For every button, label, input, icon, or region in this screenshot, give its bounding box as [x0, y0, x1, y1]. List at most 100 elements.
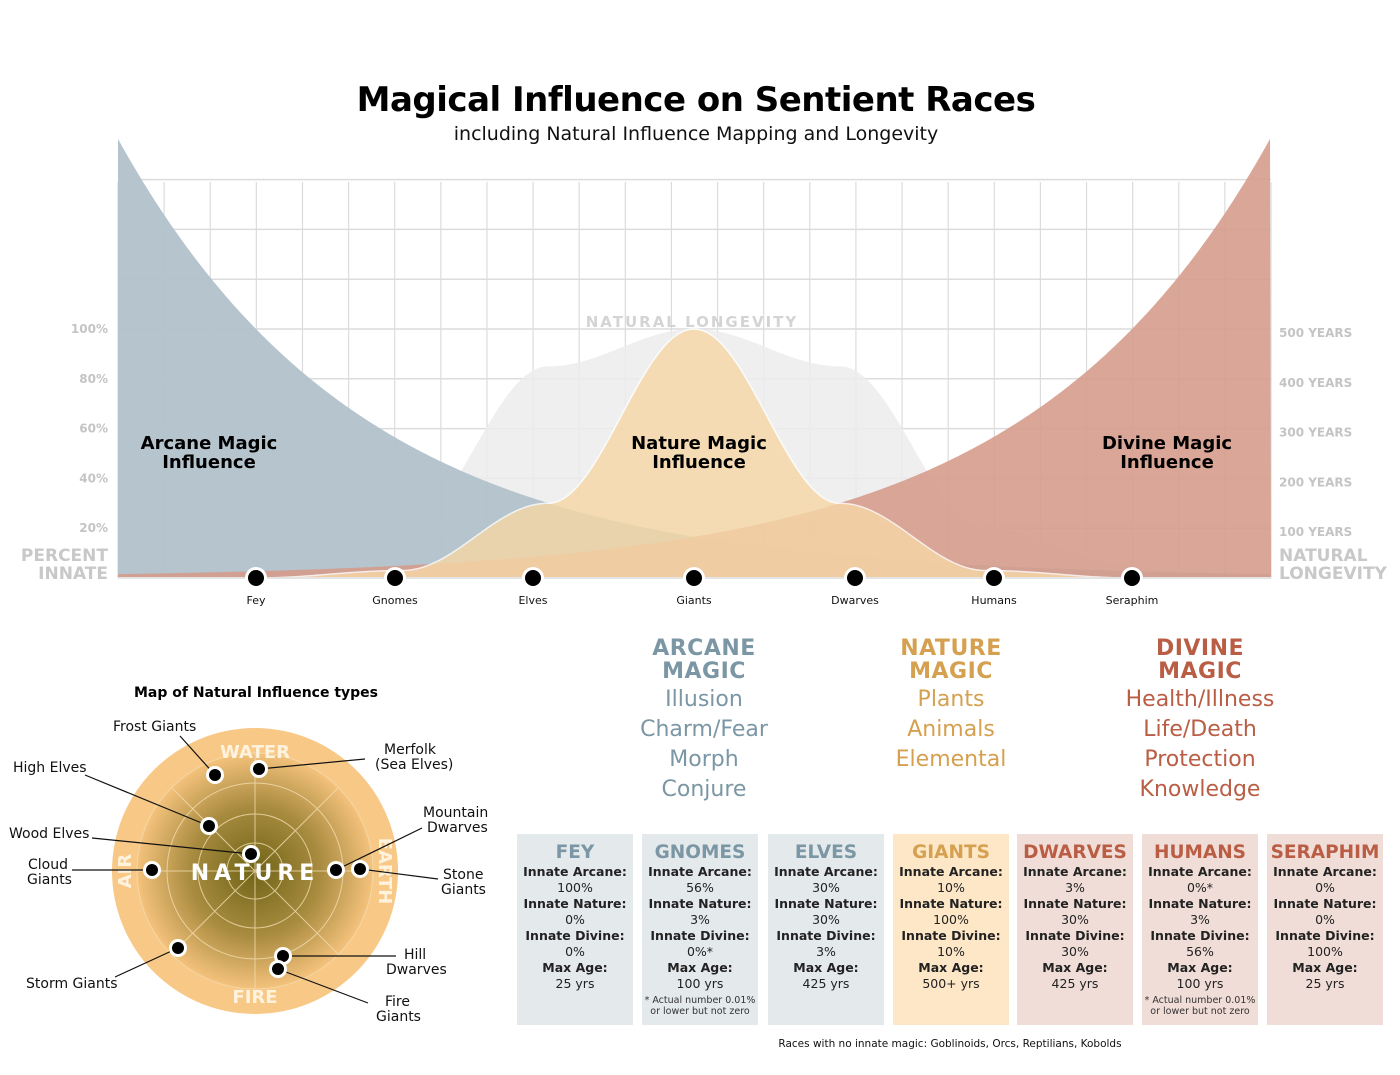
chart-areas	[118, 138, 1271, 579]
influence-chart: 20% 40% 60% 80% 100% 100 YEARS 200 YEARS 300 YE…	[21, 138, 1388, 607]
series-label: Arcane Magic	[141, 433, 278, 454]
divine-item: Knowledge	[1139, 777, 1261, 802]
y-right-tick: 400 YEARS	[1279, 376, 1352, 390]
chart-axes: 20% 40% 60% 80% 100% 100 YEARS 200 YEARS 300 YE…	[21, 313, 1388, 584]
x-tick-label: Giants	[676, 594, 712, 607]
x-tick-label: Dwarves	[831, 594, 879, 607]
card-age-value: 500+ yrs	[922, 976, 980, 991]
map-label-high-elves: High Elves	[13, 760, 87, 776]
series-label: Influence	[652, 452, 746, 473]
natural-influence-map: NATURE WATER FIRE AIR EARTH	[72, 728, 439, 1014]
card-age-label: Max Age:	[918, 960, 984, 975]
card-nature-label: Innate Nature:	[1273, 896, 1377, 911]
nature-item: Plants	[917, 687, 985, 712]
nature-magic-legend: NATURE MAGIC Plants Animals Elemental	[841, 637, 1061, 775]
x-tick-label: Elves	[518, 594, 547, 607]
card-divine-label: Innate Divine:	[776, 928, 876, 943]
race-card-seraphim: SERAPHIM Innate Arcane: 0% Innate Nature: 0%…	[1267, 834, 1383, 1025]
footnote: Races with no innate magic: Goblinoids, …	[778, 1038, 1122, 1050]
card-divine-value: 0%	[565, 944, 585, 959]
longevity-series-label: NATURAL LONGEVITY	[586, 313, 799, 331]
card-divine-value: 0%*	[686, 944, 714, 959]
card-race-name: GIANTS	[912, 842, 990, 863]
x-tick-label: Fey	[246, 594, 265, 607]
card-nature-label: Innate Nature:	[648, 896, 752, 911]
y-left-tick: 20%	[79, 521, 108, 535]
x-tick-label: Seraphim	[1106, 594, 1159, 607]
map-label-sea-elves: (Sea Elves)	[375, 757, 454, 773]
card-divine-value: 56%	[1186, 944, 1214, 959]
card-age-label: Max Age:	[1167, 960, 1233, 975]
card-footnote: * Actual number 0.01% or lower but not z…	[644, 995, 756, 1017]
y-left-tick: 100%	[71, 322, 108, 336]
chart-title: Magical Influence on Sentient Races	[356, 80, 1036, 120]
card-arcane-label: Innate Arcane:	[523, 864, 627, 879]
card-age-value: 25 yrs	[1305, 976, 1345, 991]
map-label-mountain: Mountain	[423, 805, 489, 821]
map-race-dot	[209, 769, 221, 781]
card-nature-value: 3%	[1190, 912, 1210, 927]
arcane-item: Illusion	[665, 687, 743, 712]
series-label: Divine Magic	[1102, 433, 1232, 454]
divine-item: Protection	[1144, 747, 1256, 772]
card-divine-label: Innate Divine:	[1150, 928, 1250, 943]
card-footnote: * Actual number 0.01% or lower but not z…	[1144, 995, 1256, 1017]
divine-item: Health/Illness	[1125, 687, 1275, 712]
race-card-fey: FEY Innate Arcane: 100% Innate Nature: 0% Inn…	[517, 834, 633, 1025]
card-age-value: 425 yrs	[1051, 976, 1099, 991]
card-race-name: HUMANS	[1153, 842, 1247, 863]
y-left-tick: 80%	[79, 372, 108, 386]
race-marker	[1124, 570, 1140, 586]
card-divine-value: 10%	[937, 944, 965, 959]
card-arcane-label: Innate Arcane:	[899, 864, 1003, 879]
race-marker	[847, 570, 863, 586]
race-marker	[387, 570, 403, 586]
card-age-label: Max Age:	[793, 960, 859, 975]
card-age-label: Max Age:	[542, 960, 608, 975]
series-label: Influence	[1120, 452, 1214, 473]
card-age-label: Max Age:	[1292, 960, 1358, 975]
map-label-cloud-giants: Giants	[27, 872, 72, 888]
card-age-value: 100 yrs	[676, 976, 724, 991]
card-race-name: DWARVES	[1023, 842, 1127, 863]
card-divine-label: Innate Divine:	[1025, 928, 1125, 943]
map-label-hill-dwarves: Dwarves	[386, 962, 447, 978]
map-race-dots	[143, 760, 369, 978]
card-arcane-value: 30%	[812, 880, 840, 895]
card-nature-value: 30%	[812, 912, 840, 927]
divine-magic-legend: DIVINE MAGIC Health/Illness Life/Death P…	[1090, 637, 1310, 805]
race-marker	[248, 570, 264, 586]
series-label: Influence	[162, 452, 256, 473]
arcane-area	[118, 138, 1271, 578]
card-age-value: 25 yrs	[555, 976, 595, 991]
card-nature-label: Innate Nature:	[1023, 896, 1127, 911]
card-age-label: Max Age:	[667, 960, 733, 975]
map-race-dot	[146, 864, 158, 876]
card-divine-label: Innate Divine:	[901, 928, 1001, 943]
map-leader-lines	[72, 735, 439, 1004]
y-right-label: NATURAL	[1279, 546, 1368, 566]
map-label-storm-giants: Storm Giants	[26, 976, 118, 992]
card-divine-label: Innate Divine:	[650, 928, 750, 943]
card-arcane-label: Innate Arcane:	[774, 864, 878, 879]
y-left-tick: 40%	[79, 471, 108, 485]
map-label-stone: Stone	[443, 867, 484, 883]
chart-subtitle: including Natural Influence Mapping and …	[453, 123, 939, 145]
race-card-elves: ELVES Innate Arcane: 30% Innate Nature: 30% I…	[768, 834, 884, 1025]
nature-item: Animals	[907, 717, 995, 742]
card-arcane-label: Innate Arcane:	[648, 864, 752, 879]
map-label-cloud: Cloud	[28, 857, 68, 873]
y-left-label: PERCENT	[21, 546, 108, 566]
card-race-name: ELVES	[794, 842, 858, 863]
arcane-title-1: ARCANE	[652, 636, 756, 661]
nature-area	[118, 328, 1271, 579]
race-card-gnomes: GNOMES Innate Arcane: 56% Innate Nature: 3% I…	[642, 834, 758, 1025]
race-marker	[686, 570, 702, 586]
map-label-fire: Fire	[385, 994, 410, 1010]
card-age-value: 100 yrs	[1176, 976, 1224, 991]
card-arcane-value: 56%	[686, 880, 714, 895]
nature-title-2: MAGIC	[909, 659, 993, 684]
map-label-fire-giants: Giants	[376, 1009, 421, 1025]
card-arcane-value: 100%	[557, 880, 593, 895]
